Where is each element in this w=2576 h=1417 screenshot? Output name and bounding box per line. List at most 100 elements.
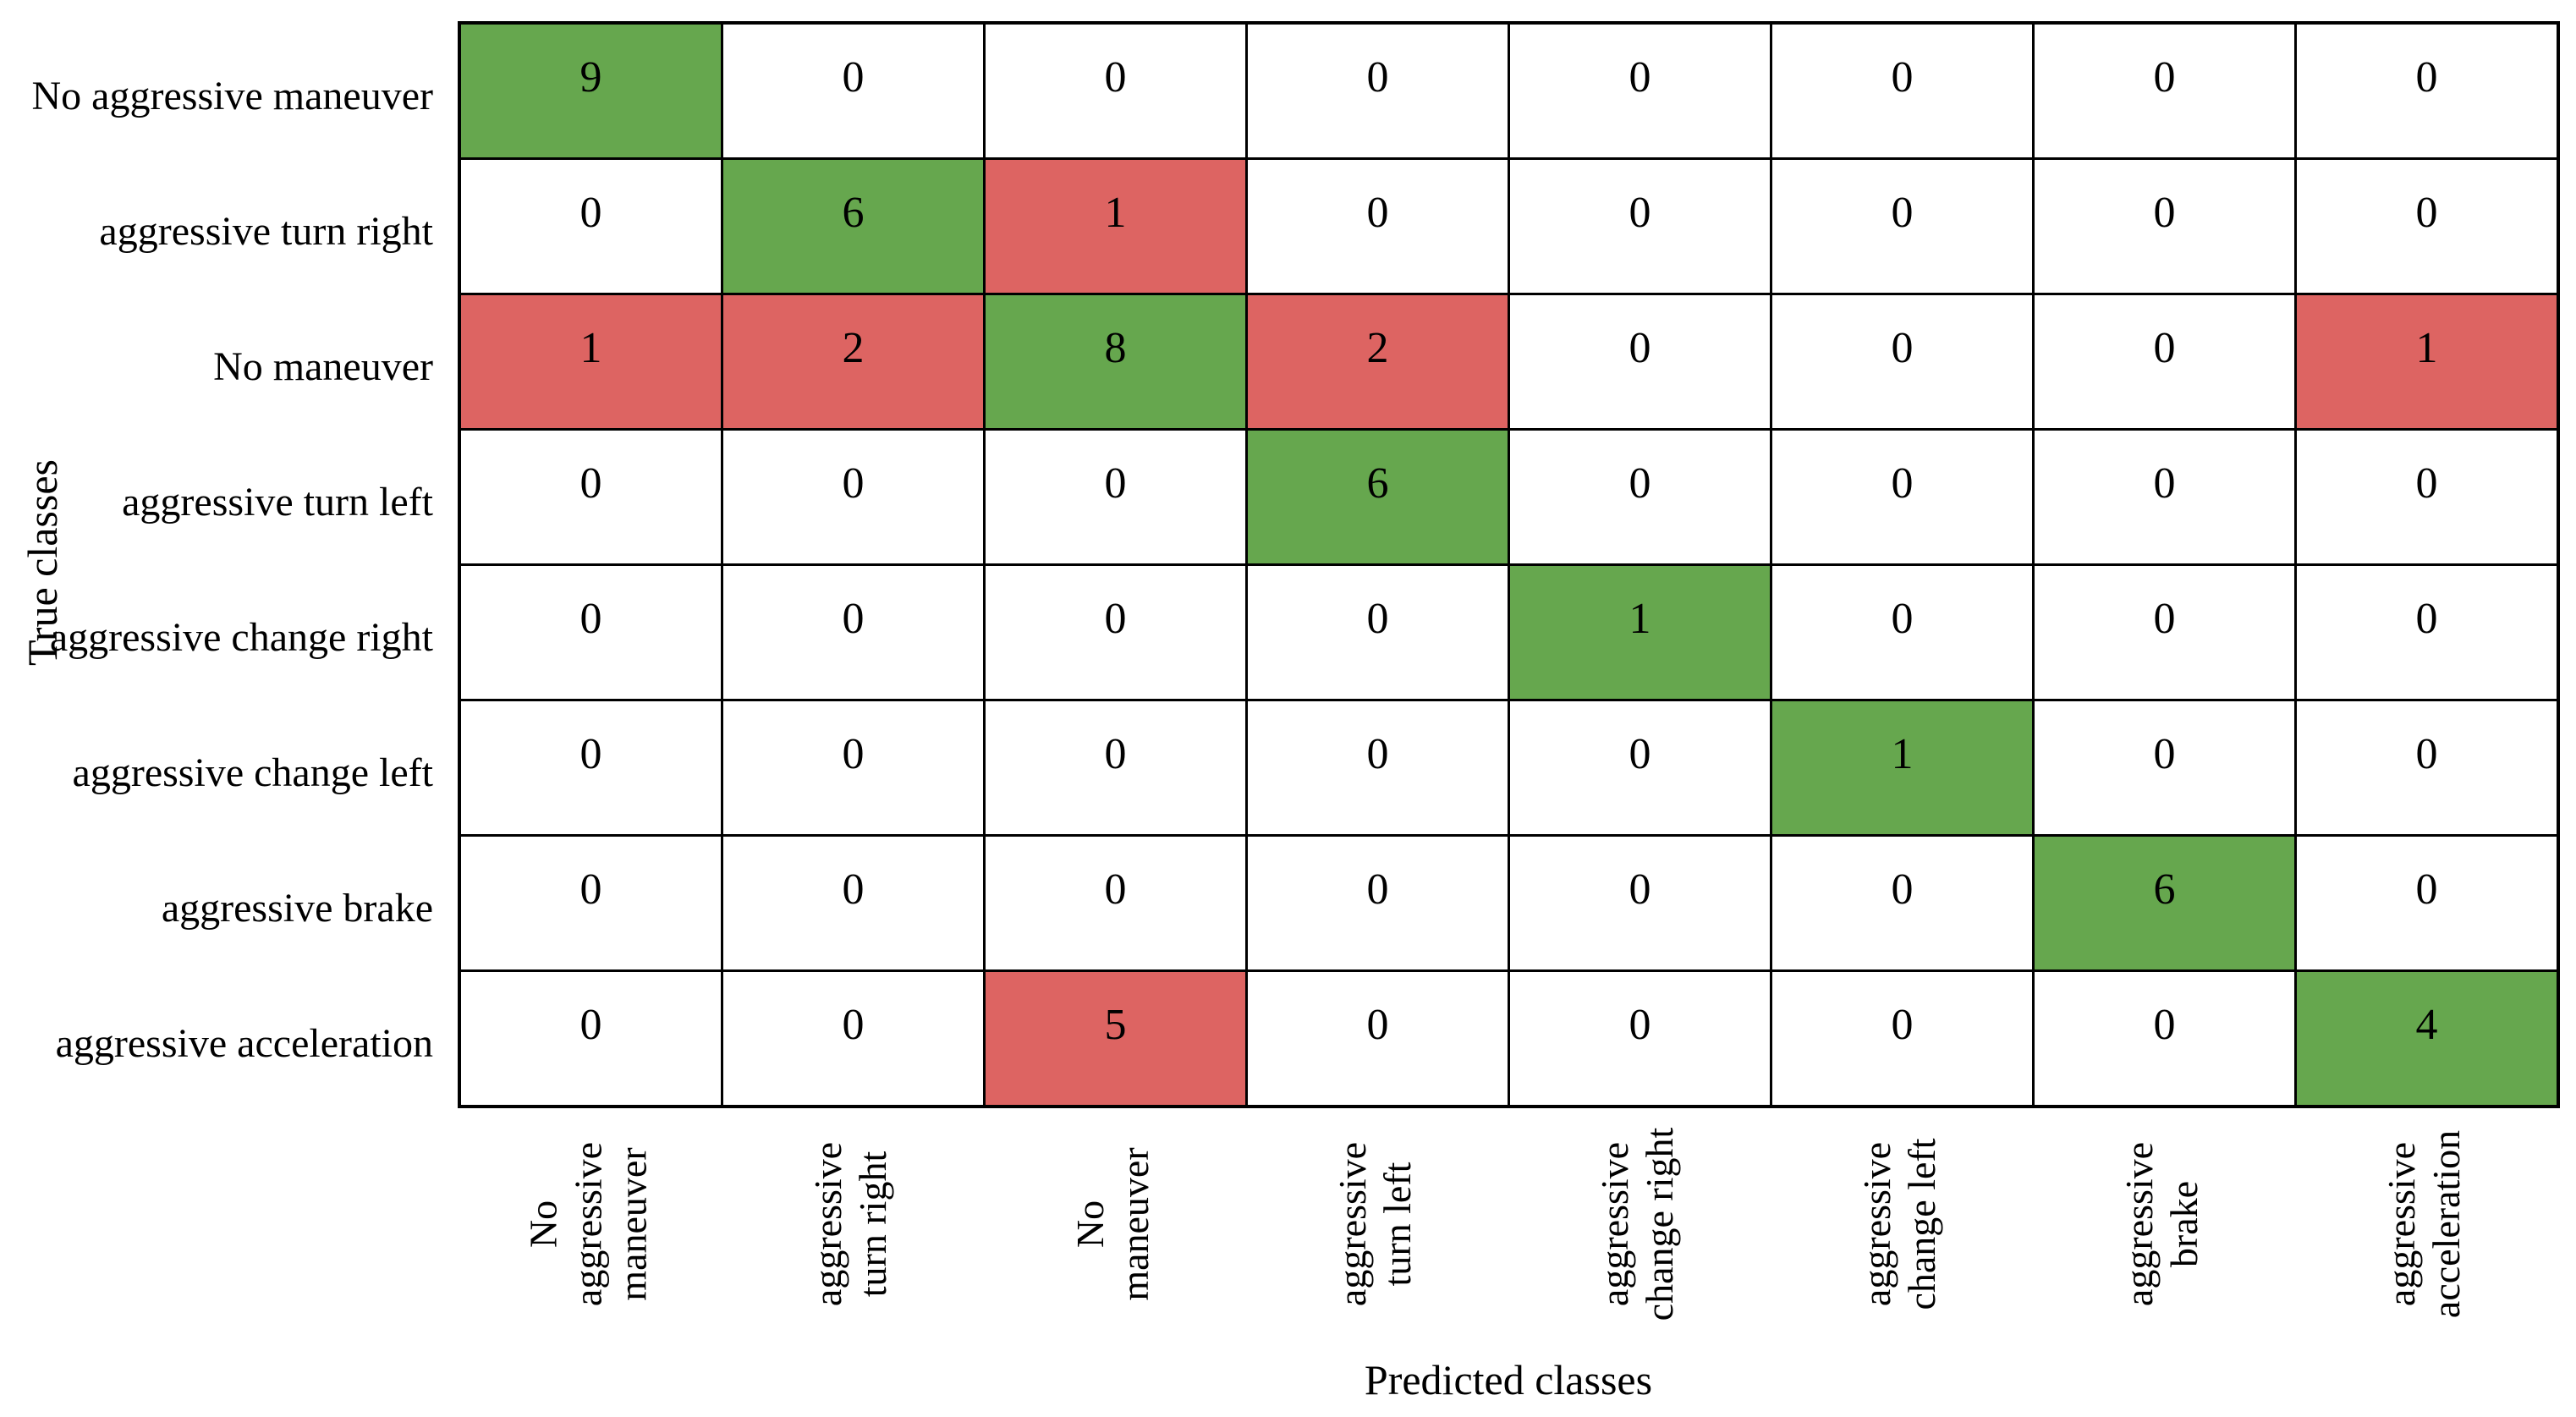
matrix-cell: 0: [1245, 157, 1510, 295]
matrix-cell: 0: [2294, 834, 2560, 972]
matrix-cell-value: 0: [2415, 595, 2438, 643]
matrix-cell: 0: [2032, 157, 2297, 295]
matrix-cell: 0: [721, 21, 986, 160]
row-tick-label-text: aggressive change right: [49, 614, 433, 660]
matrix-cell-value: 2: [842, 324, 865, 372]
row-tick-label-text: aggressive turn right: [99, 208, 433, 254]
column-tick-label: aggressive brake: [2031, 1113, 2293, 1335]
matrix-cell: 0: [2032, 699, 2297, 837]
matrix-cell: 0: [2294, 21, 2560, 160]
matrix-cell: 0: [1245, 563, 1510, 701]
matrix-cell: 1: [1770, 699, 2035, 837]
matrix-cell: 0: [1770, 834, 2035, 972]
matrix-cell-value: 0: [1891, 324, 1914, 372]
matrix-cell-value: 0: [842, 865, 865, 914]
column-tick-label-text: No aggressive maneuver: [521, 1141, 655, 1307]
matrix-cell: 2: [721, 293, 986, 431]
matrix-cell-value: 0: [579, 189, 602, 237]
matrix-cell-value: 8: [1104, 324, 1127, 372]
matrix-row: 0 0 0 0 0 0 6 0: [458, 834, 2560, 972]
row-tick-label: aggressive turn right: [0, 158, 447, 294]
matrix-cell-value: 0: [2153, 1001, 2176, 1049]
matrix-cell-value: 0: [1629, 53, 1651, 102]
matrix-cell-value: 0: [2415, 865, 2438, 914]
row-tick-label: aggressive acceleration: [0, 970, 447, 1106]
column-tick-label-text: aggressive brake: [2117, 1141, 2205, 1307]
matrix-cell: 0: [1770, 157, 2035, 295]
matrix-cell-value: 0: [842, 459, 865, 508]
matrix-cell-value: 1: [1891, 730, 1914, 778]
matrix-row: 0 0 0 0 1 0 0 0: [458, 563, 2560, 701]
matrix-cell-value: 0: [1891, 1001, 1914, 1049]
matrix-cell-value: 0: [1104, 730, 1127, 778]
matrix-row: 9 0 0 0 0 0 0 0: [458, 21, 2560, 160]
matrix-cell-value: 6: [842, 189, 865, 237]
matrix-cell-value: 0: [1629, 730, 1651, 778]
matrix-cell-value: 0: [1366, 53, 1389, 102]
matrix-cell-value: 0: [2415, 53, 2438, 102]
matrix-cell-value: 0: [842, 595, 865, 643]
matrix-cell-value: 0: [2153, 595, 2176, 643]
matrix-cell-value: 0: [1104, 459, 1127, 508]
matrix-cell-value: 0: [1891, 595, 1914, 643]
column-tick-label: aggressive turn left: [1244, 1113, 1507, 1335]
matrix-cell-value: 0: [2153, 730, 2176, 778]
column-tick-label: No aggressive maneuver: [458, 1113, 720, 1335]
matrix-cell-value: 0: [1104, 53, 1127, 102]
matrix-cell: 0: [721, 428, 986, 566]
matrix-cell: 0: [721, 834, 986, 972]
matrix-cell: 9: [458, 21, 723, 160]
matrix-cell-value: 0: [842, 53, 865, 102]
matrix-cell: 4: [2294, 969, 2560, 1108]
matrix-cell: 0: [721, 969, 986, 1108]
column-tick-label-text: No maneuver: [1068, 1147, 1156, 1301]
matrix-cell-value: 1: [2415, 324, 2438, 372]
matrix-cell: 0: [1770, 293, 2035, 431]
matrix-cell: 0: [1245, 969, 1510, 1108]
matrix-cell: 0: [2294, 563, 2560, 701]
row-tick-label: No aggressive maneuver: [0, 23, 447, 158]
matrix-cell: 0: [1770, 21, 2035, 160]
matrix-cell-value: 0: [2153, 459, 2176, 508]
matrix-cell-value: 0: [1629, 1001, 1651, 1049]
matrix-cell-value: 0: [1366, 1001, 1389, 1049]
column-tick-label-text: aggressive turn left: [1331, 1141, 1419, 1307]
matrix-cell: 0: [1508, 428, 1772, 566]
matrix-cell: 0: [983, 834, 1248, 972]
matrix-cell: 1: [458, 293, 723, 431]
matrix-cell: 0: [1508, 157, 1772, 295]
matrix-cell-value: 0: [1891, 53, 1914, 102]
column-tick-label: aggressive change left: [1769, 1113, 2031, 1335]
matrix-cell-value: 0: [1366, 189, 1389, 237]
matrix-cell-value: 0: [1629, 324, 1651, 372]
matrix-cell-value: 0: [1104, 595, 1127, 643]
matrix-cell: 0: [458, 969, 723, 1108]
matrix-cell: 0: [1245, 699, 1510, 837]
row-tick-label: aggressive turn left: [0, 429, 447, 564]
row-tick-label: aggressive change right: [0, 564, 447, 700]
row-tick-label-text: aggressive brake: [161, 885, 433, 931]
matrix-cell: 0: [983, 563, 1248, 701]
matrix-cell-value: 6: [2153, 865, 2176, 914]
matrix-cell: 0: [721, 563, 986, 701]
row-tick-label-text: No aggressive maneuver: [31, 73, 434, 118]
matrix-cell: 0: [983, 428, 1248, 566]
matrix-cell: 0: [1245, 834, 1510, 972]
matrix-cell-value: 4: [2415, 1001, 2438, 1049]
x-axis-title: Predicted classes: [1364, 1356, 1653, 1403]
matrix-cell-value: 0: [1104, 865, 1127, 914]
matrix-cell-value: 0: [1891, 865, 1914, 914]
column-tick-label: aggressive change right: [1507, 1113, 1769, 1335]
column-tick-label: aggressive turn right: [720, 1113, 982, 1335]
column-tick-label-text: aggressive turn right: [806, 1141, 894, 1307]
matrix-cell-value: 9: [579, 53, 602, 102]
matrix-cell-value: 0: [579, 1001, 602, 1049]
matrix-cell: 0: [2032, 563, 2297, 701]
matrix-cell: 0: [2032, 293, 2297, 431]
column-tick-label-text: aggressive change right: [1593, 1127, 1681, 1321]
matrix-cell-value: 0: [579, 459, 602, 508]
matrix-cell-value: 0: [1891, 189, 1914, 237]
matrix-cell: 0: [458, 157, 723, 295]
matrix-cell-value: 5: [1104, 1001, 1127, 1049]
